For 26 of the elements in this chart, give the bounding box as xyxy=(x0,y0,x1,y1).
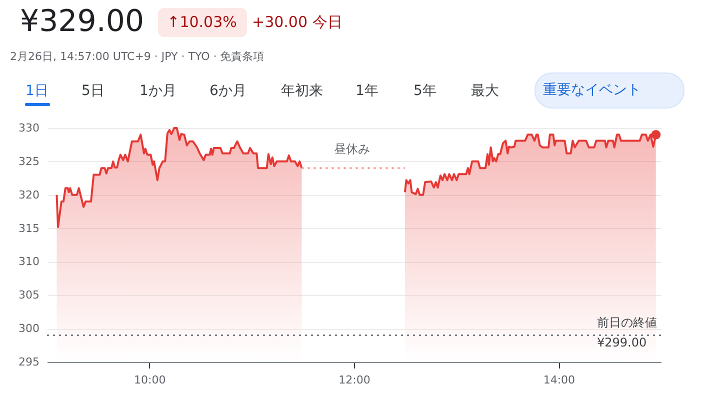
y-tick-label: 295 xyxy=(18,356,40,368)
y-tick-label: 305 xyxy=(18,288,40,302)
y-tick-label: 330 xyxy=(18,122,40,134)
text: 5日 xyxy=(82,83,104,99)
text: ↑10.03% xyxy=(167,13,237,31)
y-tick-label: 320 xyxy=(18,188,40,202)
y-tick-label: 315 xyxy=(18,222,40,235)
text: 5年 xyxy=(414,83,436,99)
x-tick-label: 14:00 xyxy=(543,374,576,386)
text: 1年 xyxy=(356,83,378,99)
text: 重要なイベント xyxy=(543,82,641,98)
text: +30.00 今日 xyxy=(252,13,342,31)
y-tick-label: 310 xyxy=(18,255,40,268)
x-tick-label: 10:00 xyxy=(134,374,166,386)
text: 1日 xyxy=(26,83,48,99)
text: 1か月 xyxy=(140,83,176,99)
x-tick-label: 12:00 xyxy=(338,374,370,386)
chart-subtitle: 2月26日, 14:57:00 UTC+9 · JPY · TYO · 免責条項 xyxy=(10,50,264,63)
text: 最大 xyxy=(471,83,499,99)
y-tick-label: 300 xyxy=(18,322,40,336)
ref-line-label: 前日の終値 ¥299.00 xyxy=(597,315,657,350)
text: 年初来 xyxy=(281,83,323,99)
annotation: 昼休み xyxy=(334,142,370,156)
chart-title: ¥329.00 xyxy=(20,4,144,39)
text: 6か月 xyxy=(210,83,246,99)
y-tick-label: 325 xyxy=(18,154,40,168)
